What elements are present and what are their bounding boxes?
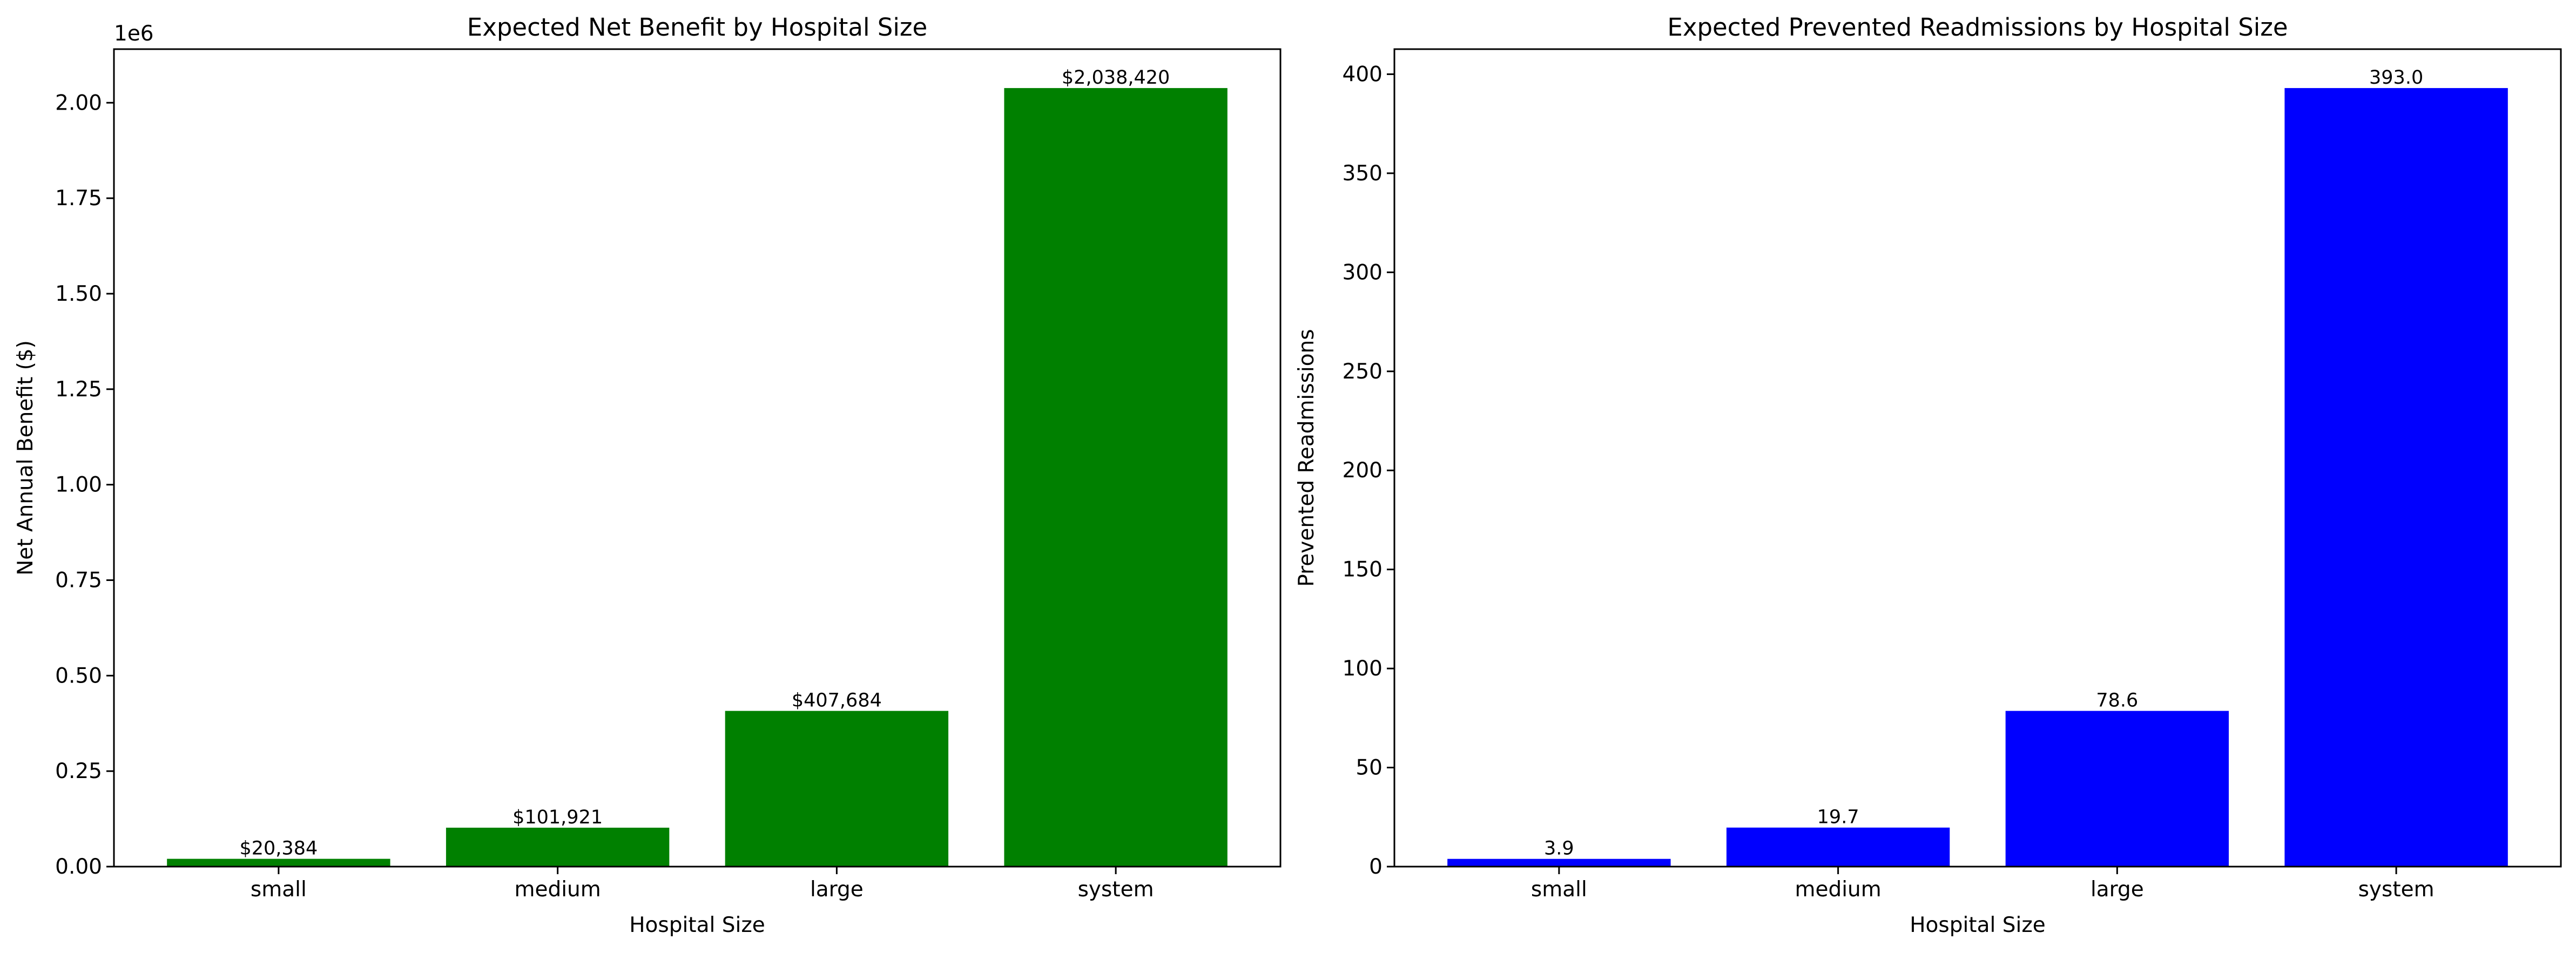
y-tick-label: 1.25 bbox=[55, 377, 102, 402]
x-tick-label-large: large bbox=[2091, 877, 2144, 902]
data-label-system: $2,038,420 bbox=[1062, 67, 1170, 89]
y-tick-label: 400 bbox=[1343, 62, 1383, 86]
y-tick-label: 1.50 bbox=[55, 282, 102, 306]
data-label-medium: $101,921 bbox=[512, 807, 603, 828]
y-tick-label: 100 bbox=[1343, 657, 1383, 681]
x-axis-label: Hospital Size bbox=[1910, 913, 2046, 937]
y-tick-label: 150 bbox=[1343, 558, 1383, 582]
bar-large bbox=[2005, 711, 2229, 867]
y-tick-label: 0.50 bbox=[55, 664, 102, 688]
bars bbox=[1447, 88, 2508, 867]
x-tick-label-small: small bbox=[251, 877, 307, 902]
bar-system bbox=[2284, 88, 2508, 867]
plot-frame bbox=[113, 48, 1282, 868]
bar-medium bbox=[1726, 827, 1950, 867]
bar-small bbox=[1447, 859, 1671, 867]
y-tick-label: 0.25 bbox=[55, 759, 102, 783]
data-label-medium: 19.7 bbox=[1817, 807, 1859, 828]
prevented-readmissions-chart: Expected Prevented Readmissions by Hospi… bbox=[1294, 13, 2562, 937]
bar-large bbox=[725, 711, 949, 867]
x-tick-label-medium: medium bbox=[1795, 877, 1881, 902]
data-label-large: 78.6 bbox=[2096, 690, 2138, 712]
net-benefit-chart: Expected Net Benefit by Hospital Size 1e… bbox=[14, 13, 1282, 937]
y-tick-label: 0.00 bbox=[55, 855, 102, 879]
chart-title: Expected Net Benefit by Hospital Size bbox=[467, 13, 927, 42]
y-tick-label: 350 bbox=[1343, 161, 1383, 186]
plot-frame bbox=[1393, 48, 2562, 868]
y-tick-label: 1.00 bbox=[55, 473, 102, 497]
data-label-small: 3.9 bbox=[1544, 838, 1574, 860]
bars bbox=[167, 88, 1228, 867]
y-tick-label: 1.75 bbox=[55, 186, 102, 211]
x-tick-label-system: system bbox=[1078, 877, 1154, 902]
bar-small bbox=[167, 859, 390, 867]
data-labels: 3.9 19.7 78.6 393.0 bbox=[1544, 67, 2423, 860]
y-tick-label: 50 bbox=[1356, 756, 1383, 780]
y-axis-ticks: 0 50 100 150 200 250 300 350 400 small medium large… bbox=[1343, 62, 2435, 902]
bar-medium bbox=[446, 827, 670, 867]
chart-title: Expected Prevented Readmissions by Hospi… bbox=[1667, 13, 2288, 42]
y-tick-label: 300 bbox=[1343, 260, 1383, 285]
bar-system bbox=[1004, 88, 1228, 867]
y-tick-label: 250 bbox=[1343, 360, 1383, 384]
y-axis-label: Net Annual Benefit ($) bbox=[14, 340, 38, 576]
y-tick-label: 0 bbox=[1369, 855, 1383, 879]
data-label-large: $407,684 bbox=[792, 690, 882, 712]
y-axis-label: Prevented Readmissions bbox=[1294, 329, 1319, 586]
x-tick-label-large: large bbox=[810, 877, 864, 902]
data-label-small: $20,384 bbox=[240, 838, 318, 860]
x-tick-label-system: system bbox=[2358, 877, 2435, 902]
y-axis-ticks: 0.00 0.25 0.50 0.75 1.00 1.25 1.50 1.75 2.00 smal… bbox=[55, 91, 1154, 902]
x-axis-label: Hospital Size bbox=[629, 913, 765, 937]
data-labels: $20,384 $101,921 $407,684 $2,038,420 bbox=[240, 67, 1170, 859]
x-tick-label-small: small bbox=[1531, 877, 1587, 902]
y-axis-offset-text: 1e6 bbox=[114, 22, 154, 46]
y-tick-label: 200 bbox=[1343, 458, 1383, 483]
y-tick-label: 2.00 bbox=[55, 91, 102, 115]
y-tick-label: 0.75 bbox=[55, 568, 102, 592]
data-label-system: 393.0 bbox=[2369, 67, 2423, 89]
x-tick-label-medium: medium bbox=[514, 877, 601, 902]
